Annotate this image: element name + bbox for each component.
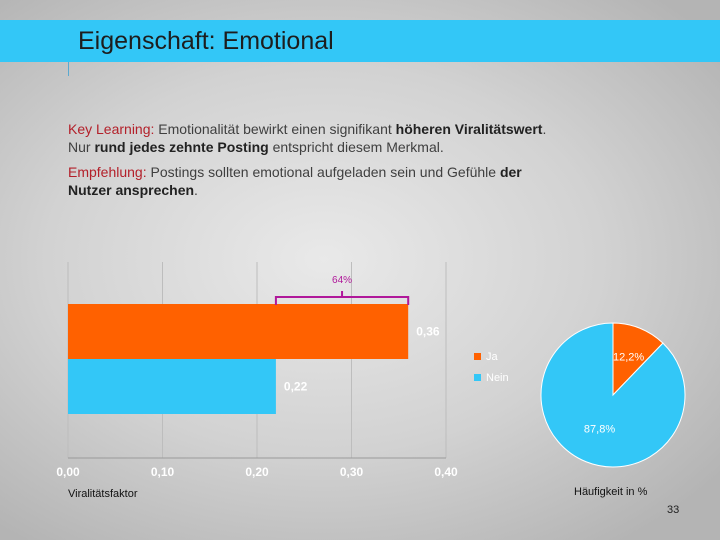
x-tick-label: 0,00 <box>56 465 80 479</box>
key-learning-bold-2: rund jedes zehnte Posting <box>94 139 269 155</box>
key-learning-bold-1: höheren Viralitätswert <box>395 121 543 137</box>
bar-nein <box>68 359 276 414</box>
key-learning-paragraph: Key Learning: Emotionalität bewirkt eine… <box>68 120 668 156</box>
legend-swatch <box>474 353 481 360</box>
legend-label: Ja <box>486 351 499 363</box>
recommendation-text-2: . <box>194 182 198 198</box>
pie-slice-nein <box>540 322 686 468</box>
pie-value-label: 87,8% <box>584 423 615 435</box>
title-divider <box>68 62 69 76</box>
legend-swatch <box>474 374 481 381</box>
key-learning-text-4: entspricht diesem Merkmal. <box>268 139 444 155</box>
bar-axis-title: Viralitätsfaktor <box>68 488 138 500</box>
recommendation-text-1: Postings sollten emotional aufgeladen se… <box>146 164 500 180</box>
x-tick-label: 0,40 <box>434 465 458 479</box>
bar-ja <box>68 304 409 359</box>
legend-label: Nein <box>486 372 509 384</box>
recommendation-paragraph: Empfehlung: Postings sollten emotional a… <box>68 163 668 199</box>
x-tick-label: 0,10 <box>151 465 175 479</box>
difference-annotation: 64% <box>332 275 352 286</box>
bar-value-label: 0,22 <box>284 380 308 394</box>
recommendation-label: Empfehlung: <box>68 164 147 180</box>
bar-value-label: 0,36 <box>416 325 440 339</box>
pie-axis-title: Häufigkeit in % <box>574 486 648 498</box>
page-number: 33 <box>667 504 680 516</box>
key-learning-text-1: Emotionalität bewirkt einen signifikant <box>154 121 396 137</box>
key-learning-label: Key Learning: <box>68 121 155 137</box>
title-bar: Eigenschaft: Emotional <box>0 20 720 62</box>
x-tick-label: 0,30 <box>340 465 364 479</box>
slide-title: Eigenschaft: Emotional <box>78 27 334 55</box>
recommendation-bold-1: der <box>499 164 522 180</box>
recommendation-bold-2: Nutzer ansprechen <box>68 182 195 198</box>
pie-value-label: 12,2% <box>613 351 644 363</box>
key-learning-text-2: . <box>542 121 547 137</box>
x-tick-label: 0,20 <box>245 465 269 479</box>
difference-bracket <box>274 291 410 305</box>
key-learning-text-3: Nur <box>68 139 95 155</box>
